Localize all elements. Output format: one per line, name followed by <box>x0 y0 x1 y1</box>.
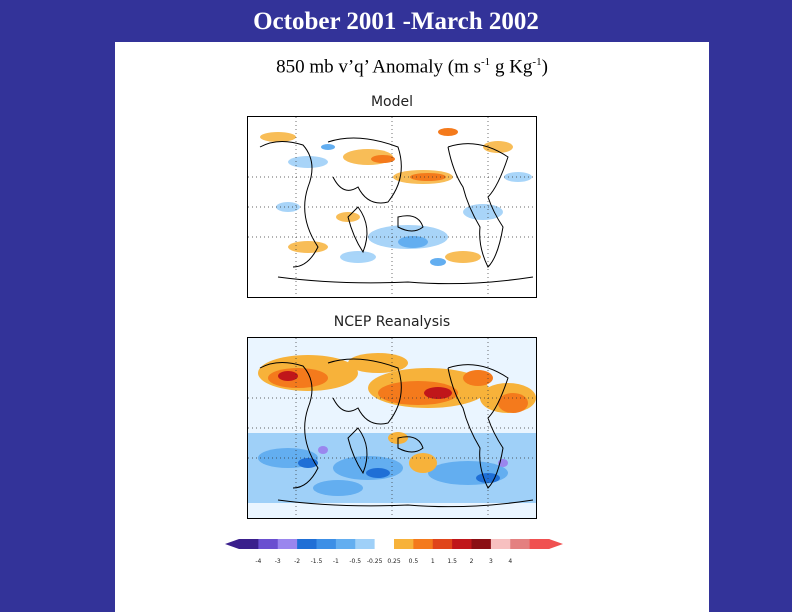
subtitle-exponent-1: -1 <box>481 56 491 68</box>
colorbar-swatch <box>316 539 337 549</box>
model-map-title: Model <box>370 94 414 110</box>
colorbar-swatch <box>452 539 472 549</box>
colorbar-swatch <box>374 539 395 549</box>
slide-title: October 2001 -March 2002 <box>253 8 539 35</box>
colorbar-tick-label: -1 <box>333 558 339 565</box>
subtitle-text-end: ) <box>541 56 548 78</box>
content-panel: 850 mb v’q’ Anomaly (m s-1 g Kg-1) Model <box>115 42 709 612</box>
colorbar-swatch <box>355 539 376 549</box>
colorbar-tick-label: -0.5 <box>349 558 361 565</box>
colorbar-swatch <box>277 539 298 549</box>
plot-subtitle: 850 mb v’q’ Anomaly (m s-1 g Kg-1) <box>115 50 709 79</box>
ncep-map <box>247 337 537 519</box>
colorbar-tick-label: 2 <box>470 558 474 565</box>
colorbar-tick-label: -3 <box>275 558 281 565</box>
subtitle-exponent-2: -1 <box>532 56 542 68</box>
colorbar-left-arrow <box>225 539 239 549</box>
colorbar-tick-label: 1.5 <box>447 558 457 565</box>
colorbar-tick-label: -1.5 <box>311 558 323 565</box>
colorbar-right-arrow <box>549 539 563 549</box>
colorbar-swatch <box>490 539 511 549</box>
colorbar-tick-label: -4 <box>255 558 261 565</box>
colorbar-swatch <box>258 539 279 549</box>
colorbar-swatch <box>432 539 453 549</box>
colorbar-swatch <box>413 539 434 549</box>
colorbar-swatch <box>239 539 259 549</box>
colorbar-tick-label: -0.25 <box>367 558 383 565</box>
model-map-graphic <box>248 117 536 297</box>
subtitle-text: 850 mb v’q’ Anomaly (m s <box>276 56 482 78</box>
subtitle-text-mid: g Kg <box>490 56 533 78</box>
colorbar: -4 -3 -2 -1.5 -1 -0.5 -0.25 0.25 0.5 1 1.5 2 3 4 <box>219 537 569 572</box>
colorbar-tick-label: 0.25 <box>387 558 401 565</box>
colorbar-swatch <box>510 539 531 549</box>
colorbar-graphic: -4 -3 -2 -1.5 -1 -0.5 -0.25 0.25 0.5 1 1.5 2 3 4 <box>225 539 563 565</box>
model-map <box>247 116 537 298</box>
colorbar-tick-label: 1 <box>431 558 435 565</box>
colorbar-tick-label: 0.5 <box>409 558 419 565</box>
colorbar-swatch <box>471 539 492 549</box>
colorbar-swatch <box>394 539 414 549</box>
colorbar-swatch <box>529 539 550 549</box>
ncep-map-title: NCEP Reanalysis <box>333 314 451 330</box>
ncep-map-graphic <box>248 338 536 518</box>
colorbar-tick-label: 3 <box>489 558 493 565</box>
colorbar-tick-label: -2 <box>294 558 300 565</box>
colorbar-tick-label: 4 <box>508 558 512 565</box>
colorbar-swatch <box>297 539 317 549</box>
colorbar-swatch <box>335 539 356 549</box>
